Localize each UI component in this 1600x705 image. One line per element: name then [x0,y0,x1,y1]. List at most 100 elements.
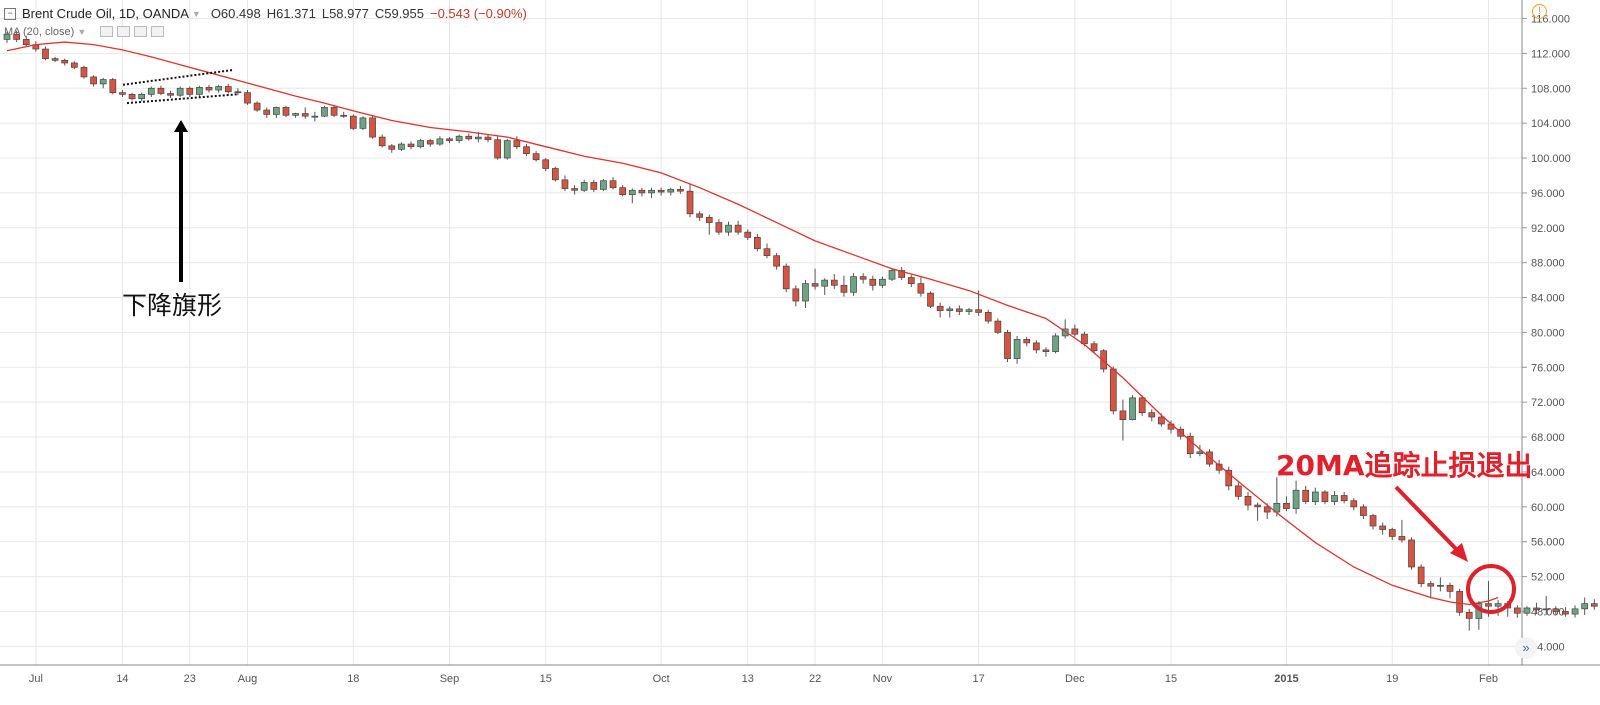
eye-icon[interactable] [100,26,114,37]
candle-down[interactable] [523,146,530,155]
candle-down[interactable] [1446,584,1454,592]
candle-down[interactable] [936,305,944,311]
candle-down[interactable] [369,117,376,138]
candle-up[interactable] [436,138,444,145]
candle-up[interactable] [1571,608,1579,615]
candle-down[interactable] [263,109,271,115]
candle-up[interactable] [965,309,973,312]
settings-icon[interactable] [117,26,131,37]
candle-down[interactable] [22,39,30,46]
candle-down[interactable] [956,308,963,312]
candle-down[interactable] [301,113,309,117]
candle-down[interactable] [465,135,473,140]
candle-up[interactable] [821,279,829,287]
candle-down[interactable] [869,278,877,286]
candle-down[interactable] [13,33,20,40]
candle-down[interactable] [1283,502,1290,509]
indicator-chevron-icon[interactable]: ▼ [77,26,87,37]
candle-down[interactable] [109,79,117,93]
chevron-down-icon[interactable]: ▼ [191,8,201,19]
candle-down[interactable] [167,93,174,96]
candle-down[interactable] [1427,583,1435,587]
candle-down[interactable] [994,320,1002,333]
candle-up[interactable] [1331,495,1338,502]
candle-down[interactable] [792,288,800,302]
candle-up[interactable] [321,107,328,117]
candle-down[interactable] [70,62,78,68]
candle-down[interactable] [349,115,357,129]
candle-down[interactable] [1186,435,1194,454]
candle-up[interactable] [455,135,463,141]
candle-down[interactable] [80,66,88,78]
candle-up[interactable] [888,270,896,280]
candle-down[interactable] [1388,529,1396,537]
candle-up[interactable] [1052,335,1059,352]
candle-down[interactable] [571,188,578,191]
candle-down[interactable] [513,140,521,148]
candle-down[interactable] [561,179,569,189]
candle-down[interactable] [1513,607,1521,614]
candle-down[interactable] [1042,349,1050,352]
candle-up[interactable] [1061,328,1069,337]
symbol-title[interactable]: Brent Crude Oil, 1D, OANDA [22,6,189,21]
candle-up[interactable] [273,107,280,115]
candle-down[interactable] [1244,496,1252,506]
candle-down[interactable] [1119,410,1127,420]
candle-down[interactable] [446,138,453,141]
ma20-line[interactable] [6,41,1499,606]
candle-down[interactable] [1360,506,1367,516]
candle-up[interactable] [725,224,732,233]
candle-down[interactable] [1071,328,1079,335]
candle-down[interactable] [975,309,982,313]
candle-up[interactable] [600,180,607,190]
candle-up[interactable] [1581,603,1589,610]
candle-down[interactable] [90,76,97,85]
candle-up[interactable] [99,79,107,85]
candle-up[interactable] [1273,502,1281,513]
candle-down[interactable] [205,87,213,91]
candle-down[interactable] [677,189,684,192]
candle-down[interactable] [494,139,501,159]
candle-up[interactable] [147,87,155,95]
candle-down[interactable] [1109,368,1117,412]
candle-down[interactable] [984,312,992,322]
candle-up[interactable] [580,182,588,191]
candle-up[interactable] [879,278,886,286]
candle-down[interactable] [840,284,848,293]
candle-down[interactable] [1100,350,1108,370]
candle-down[interactable] [1090,343,1098,352]
candle-down[interactable] [1032,342,1040,351]
candle-down[interactable] [1023,339,1031,344]
candle-down[interactable] [1398,536,1406,541]
candle-down[interactable] [1004,332,1011,359]
candle-up[interactable] [138,94,146,100]
candle-up[interactable] [802,283,809,302]
candle-down[interactable] [1408,539,1415,568]
candle-down[interactable] [1081,333,1088,345]
candle-up[interactable] [628,189,636,195]
candle-down[interactable] [1417,566,1425,584]
candle-down[interactable] [128,94,136,100]
candle-down[interactable] [696,213,703,218]
candle-up[interactable] [398,143,405,150]
candle-up[interactable] [1013,339,1021,359]
candle-down[interactable] [686,190,694,215]
candle-down[interactable] [705,216,713,223]
candle-down[interactable] [253,102,261,111]
candle-up[interactable] [667,189,675,193]
candle-down[interactable] [282,107,290,116]
candle-up[interactable] [359,117,367,129]
candle-down[interactable] [1379,525,1387,530]
candle-up[interactable] [1542,608,1550,611]
candle-up[interactable] [1129,397,1136,420]
candle-up[interactable] [1437,584,1444,587]
more-icon[interactable] [134,26,148,37]
candle-down[interactable] [1254,504,1261,508]
candle-down[interactable] [1485,603,1492,607]
candle-up[interactable] [946,308,954,311]
candle-down[interactable] [1235,485,1242,497]
candle-up[interactable] [215,86,222,91]
candle-down[interactable] [1225,469,1233,487]
